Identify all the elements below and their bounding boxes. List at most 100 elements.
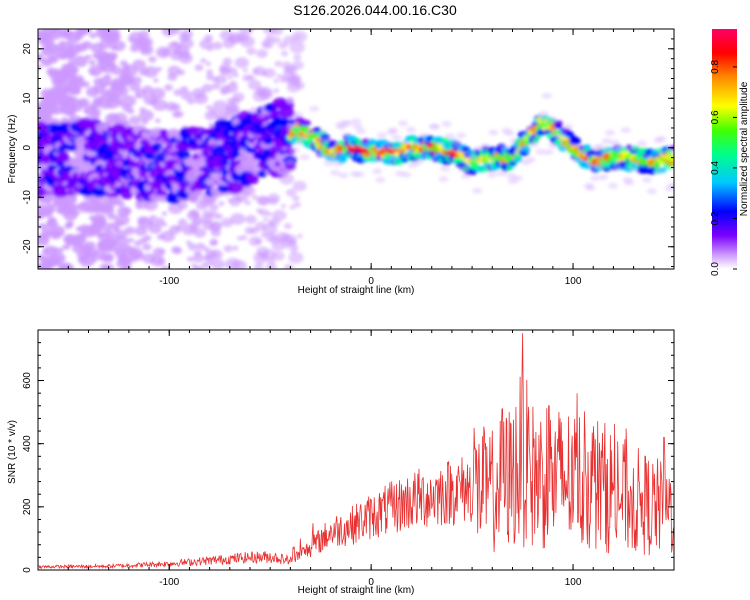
- noise-blob: [86, 205, 98, 214]
- noise-blob: [46, 219, 59, 229]
- noise-blob: [88, 59, 96, 66]
- halo-blob: [656, 135, 667, 142]
- noise-blob: [90, 70, 97, 75]
- noise-blob: [280, 50, 289, 57]
- noise-blob: [90, 108, 101, 117]
- ridge-blob: [196, 150, 203, 156]
- noise-blob: [273, 78, 279, 83]
- noise-blob: [258, 252, 268, 260]
- halo-blob: [285, 159, 295, 165]
- noise-blob: [212, 100, 228, 112]
- noise-blob: [66, 111, 75, 117]
- noise-blob: [150, 87, 166, 100]
- noise-blob: [246, 47, 257, 55]
- noise-blob: [153, 78, 159, 83]
- halo-blob: [541, 92, 552, 99]
- ridge-blob: [532, 138, 539, 143]
- noise-blob: [94, 50, 109, 61]
- noise-blob: [227, 198, 234, 203]
- halo-blob: [444, 133, 455, 140]
- halo-blob: [608, 182, 618, 189]
- ridge-blob: [530, 133, 538, 139]
- snr-ylabel: SNR (10 * v/v): [7, 420, 18, 484]
- noise-blob: [101, 232, 107, 238]
- noise-blob: [135, 93, 141, 99]
- ridge-blob: [287, 119, 296, 125]
- noise-blob: [219, 88, 229, 95]
- halo-blob: [609, 139, 620, 146]
- noise-blob: [56, 247, 64, 253]
- noise-blob: [251, 195, 259, 200]
- halo-blob: [535, 148, 546, 155]
- noise-blob: [138, 30, 150, 39]
- halo-blob: [401, 171, 412, 178]
- noise-blob: [158, 248, 166, 254]
- noise-blob: [68, 59, 76, 66]
- halo-blob: [356, 128, 366, 135]
- noise-blob: [108, 113, 119, 121]
- noise-blob: [267, 257, 276, 264]
- noise-blob: [41, 57, 53, 67]
- halo-blob: [562, 123, 573, 130]
- noise-blob: [245, 214, 257, 224]
- noise-blob: [297, 233, 303, 239]
- halo-blob: [289, 147, 300, 154]
- halo-blob: [406, 126, 417, 133]
- noise-blob: [293, 201, 302, 208]
- noise-blob: [154, 217, 165, 226]
- halo-blob: [377, 132, 387, 139]
- colorbar-tick-label: 0.6: [710, 110, 721, 124]
- noise-blob: [75, 43, 88, 52]
- ridge-blob: [301, 119, 311, 127]
- y-tick-label: 0: [22, 145, 33, 151]
- noise-blob: [210, 228, 222, 237]
- snr-frame: [37, 329, 675, 571]
- noise-blob: [79, 224, 91, 234]
- noise-blob: [121, 95, 137, 107]
- noise-blob: [196, 242, 206, 251]
- noise-blob: [150, 255, 166, 267]
- colorbar: 0.0 0.2 0.4 0.6 0.8 Normalized spectral ampl…: [710, 29, 750, 276]
- noise-blob: [139, 237, 148, 244]
- halo-blob: [338, 172, 349, 179]
- noise-blob: [292, 195, 300, 202]
- noise-blob: [171, 246, 181, 254]
- noise-blob: [289, 204, 296, 210]
- noise-blob: [38, 209, 48, 218]
- noise-blob: [209, 238, 219, 246]
- noise-blob: [271, 240, 286, 251]
- colorbar-tick-label: 0.2: [710, 211, 721, 225]
- noise-blob: [114, 247, 128, 258]
- noise-blob: [62, 30, 73, 38]
- noise-blob: [222, 57, 233, 66]
- noise-blob: [102, 252, 114, 262]
- noise-blob: [139, 107, 146, 113]
- noise-blob: [86, 86, 100, 98]
- noise-blob: [118, 256, 126, 263]
- noise-blob: [103, 82, 110, 87]
- noise-blob: [285, 188, 297, 197]
- noise-blob: [192, 253, 205, 263]
- noise-blob: [165, 102, 178, 112]
- halo-blob: [601, 138, 612, 145]
- noise-blob: [223, 245, 233, 253]
- noise-blob: [164, 84, 173, 91]
- halo-blob: [604, 129, 615, 136]
- noise-blob: [75, 30, 82, 36]
- ridge-blob: [521, 145, 531, 153]
- spectrogram-ylabel: Frequency (Hz): [7, 115, 18, 184]
- noise-blob: [126, 252, 139, 263]
- spectrogram-blobs: [38, 29, 674, 269]
- ridge-blob: [64, 165, 73, 172]
- noise-blob: [161, 211, 168, 216]
- y-tick-label: 400: [22, 435, 33, 452]
- noise-blob: [211, 82, 221, 90]
- noise-blob: [111, 52, 118, 59]
- noise-blob: [112, 40, 126, 52]
- noise-blob: [265, 262, 277, 269]
- noise-blob: [77, 99, 87, 107]
- snr-series-line: [38, 333, 674, 570]
- noise-blob: [65, 222, 74, 229]
- snr-ticks: -100 0 100 0 200 400 600: [22, 329, 675, 588]
